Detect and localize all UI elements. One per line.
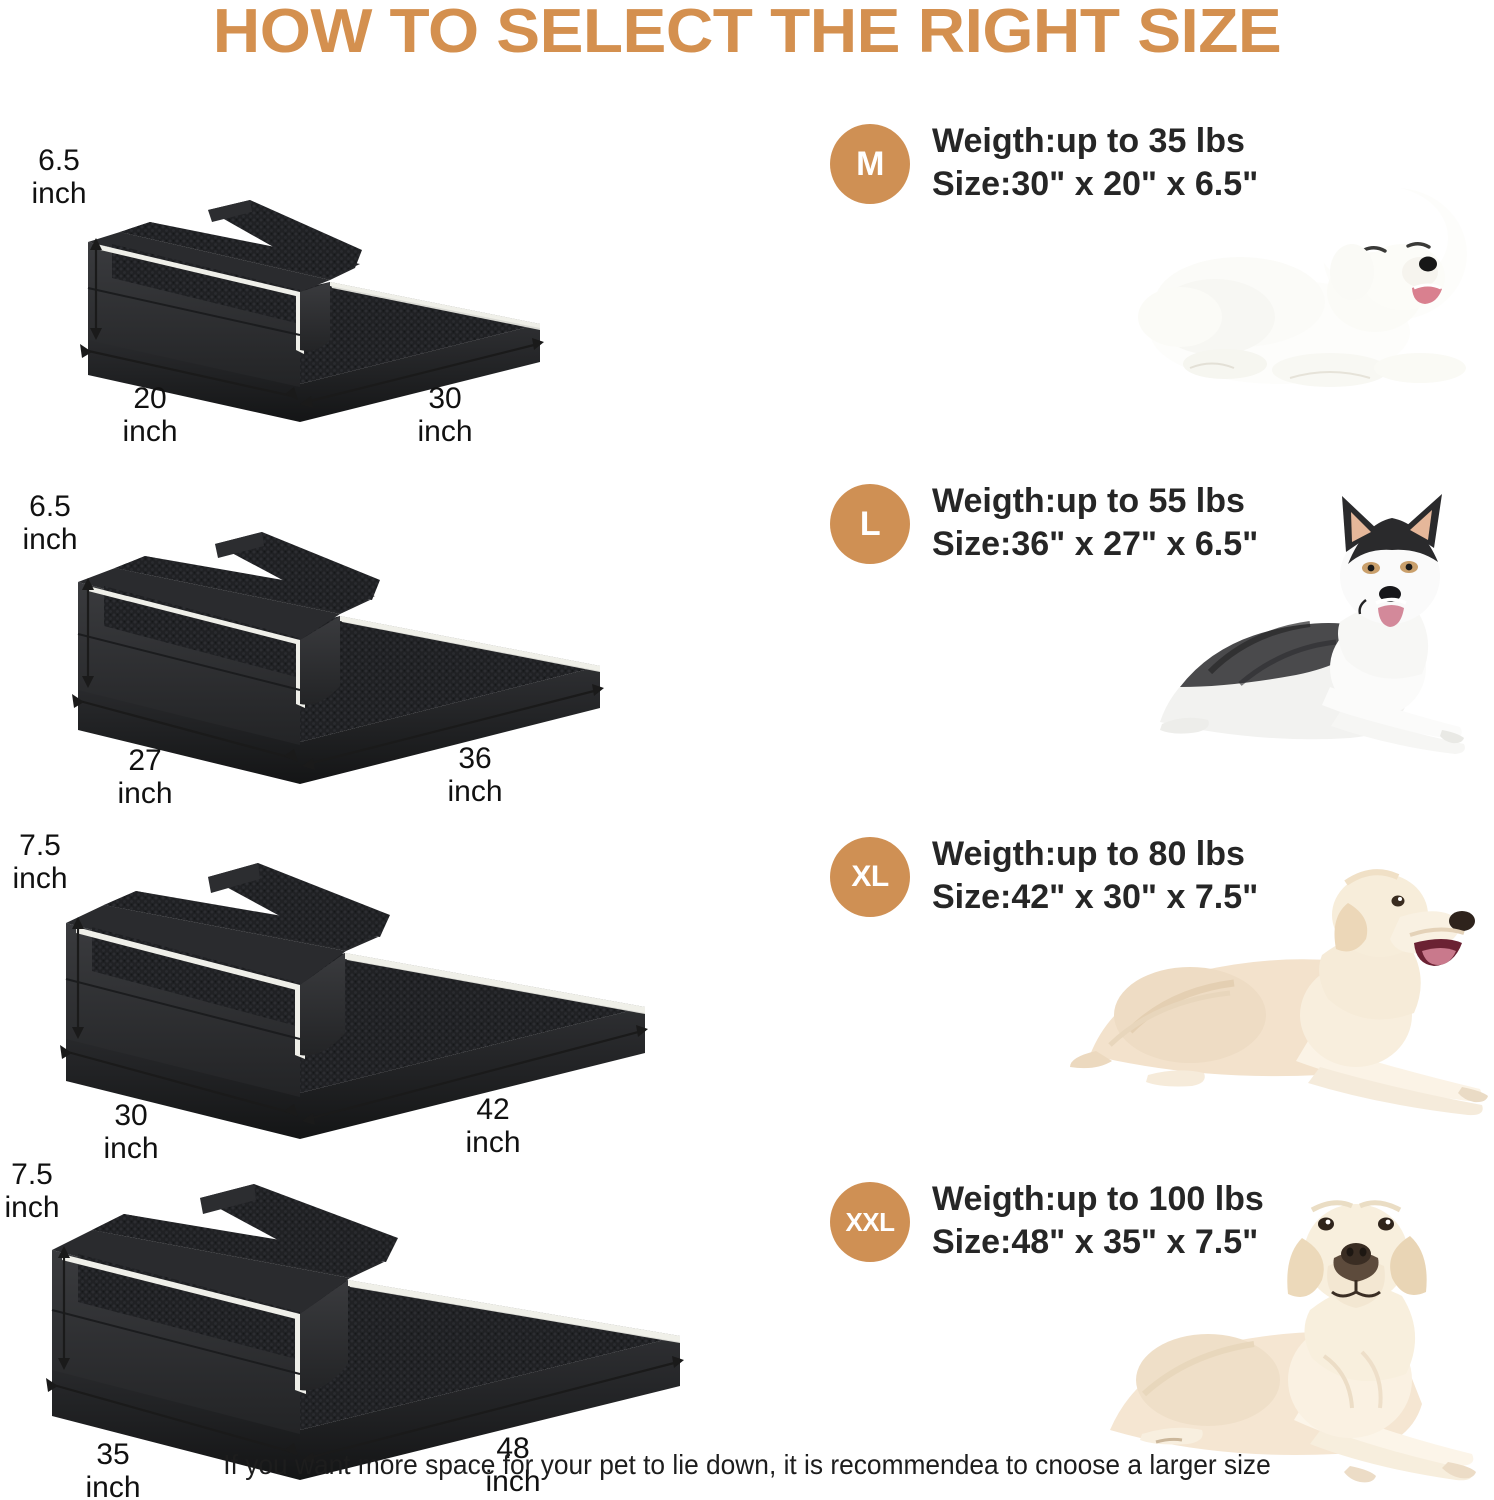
weight-line-l: Weigth:up to 55 lbs: [932, 482, 1245, 520]
bed-body-m: [87, 200, 540, 422]
bed-diagram-xxl: [46, 1184, 684, 1480]
dimension-length-xxl: 48 inch: [485, 1432, 541, 1498]
dog-photo-siberian-husky: [1160, 494, 1465, 754]
size-badge-m: M: [830, 124, 910, 204]
dimension-length-m: 30 inch: [417, 382, 473, 448]
dimension-annotations-m: [80, 238, 544, 408]
weight-line-xl: Weigth:up to 80 lbs: [932, 835, 1245, 873]
size-badge-xl: XL: [830, 837, 910, 917]
dog-photo-yellow-labrador: [1110, 1200, 1476, 1483]
bed-illustration-m: 6.5 inch 20 inch 30 inch: [0, 92, 770, 452]
dimension-length-xl: 42 inch: [465, 1093, 521, 1159]
page-title: HOW TO SELECT THE RIGHT SIZE: [212, 0, 1282, 66]
spec-block-l: L Weigth:up to 55 lbs Size:36" x 27" x 6…: [820, 452, 1494, 812]
bed-illustration-xxl: 7.5 inch 35 inch 48 inch: [0, 1150, 770, 1500]
bed-illustration-l: 6.5 inch 27 inch 36 inch: [0, 452, 770, 812]
bed-body-xl: [65, 863, 645, 1139]
footer-note: If you want more space for your pet to l…: [223, 1449, 1271, 1480]
bed-diagram-xl: [60, 863, 648, 1139]
spec-block-xl: XL Weigth:up to 80 lbs Size:42" x 30" x …: [820, 805, 1494, 1165]
weight-line-m: Weigth:up to 35 lbs: [932, 122, 1245, 160]
size-row-l: 6.5 inch 27 inch 36 inch L Weigth:up to …: [0, 452, 1494, 812]
spec-text-xl: Weigth:up to 80 lbs Size:42" x 30" x 7.5…: [932, 833, 1492, 919]
dimension-width-xl: 30 inch: [103, 1099, 159, 1165]
dog-photo-golden-retriever: [1070, 869, 1488, 1116]
bed-body-l: [77, 532, 600, 784]
dimension-height-l: 6.5 inch: [22, 490, 78, 556]
spec-block-m: M Weigth:up to 35 lbs Size:30" x 20" x 6…: [820, 92, 1494, 452]
bed-diagram-m: [80, 200, 544, 422]
weight-line-xxl: Weigth:up to 100 lbs: [932, 1180, 1264, 1218]
spec-block-xxl: XXL Weigth:up to 100 lbs Size:48" x 35" …: [820, 1150, 1494, 1500]
bed-diagram-l: [72, 532, 604, 784]
dimension-annotations-l: [72, 578, 604, 770]
bed-illustration-xl: 7.5 inch 30 inch 42 inch: [0, 805, 770, 1165]
dimension-width-l: 27 inch: [117, 744, 173, 810]
dimension-height-xxl: 7.5 inch: [4, 1158, 60, 1224]
size-badge-xxl: XXL: [830, 1182, 910, 1262]
size-line-l: Size:36" x 27" x 6.5": [932, 525, 1259, 563]
size-row-m: 6.5 inch 20 inch 30 inch M Weigth:up to …: [0, 92, 1494, 452]
dimension-height-xl: 7.5 inch: [12, 829, 68, 895]
size-row-xl: 7.5 inch 30 inch 42 inch XL Weigth:up to…: [0, 805, 1494, 1165]
spec-text-m: Weigth:up to 35 lbs Size:30" x 20" x 6.5…: [932, 120, 1492, 206]
dimension-annotations-xxl: [46, 1246, 684, 1464]
size-line-xxl: Size:48" x 35" x 7.5": [932, 1223, 1259, 1261]
size-row-xxl: 7.5 inch 35 inch 48 inch XXL Weigth:up t…: [0, 1150, 1494, 1500]
spec-text-l: Weigth:up to 55 lbs Size:36" x 27" x 6.5…: [932, 480, 1492, 566]
dimension-width-xxl: 35 inch: [85, 1438, 141, 1500]
bed-body-xxl: [51, 1184, 680, 1480]
dimension-height-m: 6.5 inch: [31, 144, 87, 210]
dimension-annotations-xl: [60, 917, 648, 1125]
size-badge-l: L: [830, 484, 910, 564]
spec-text-xxl: Weigth:up to 100 lbs Size:48" x 35" x 7.…: [932, 1178, 1492, 1264]
size-line-xl: Size:42" x 30" x 7.5": [932, 878, 1259, 916]
size-line-m: Size:30" x 20" x 6.5": [932, 165, 1259, 203]
dog-photo-bichon-frise: [1138, 186, 1467, 387]
dimension-length-l: 36 inch: [447, 742, 503, 808]
dimension-width-m: 20 inch: [122, 382, 178, 448]
